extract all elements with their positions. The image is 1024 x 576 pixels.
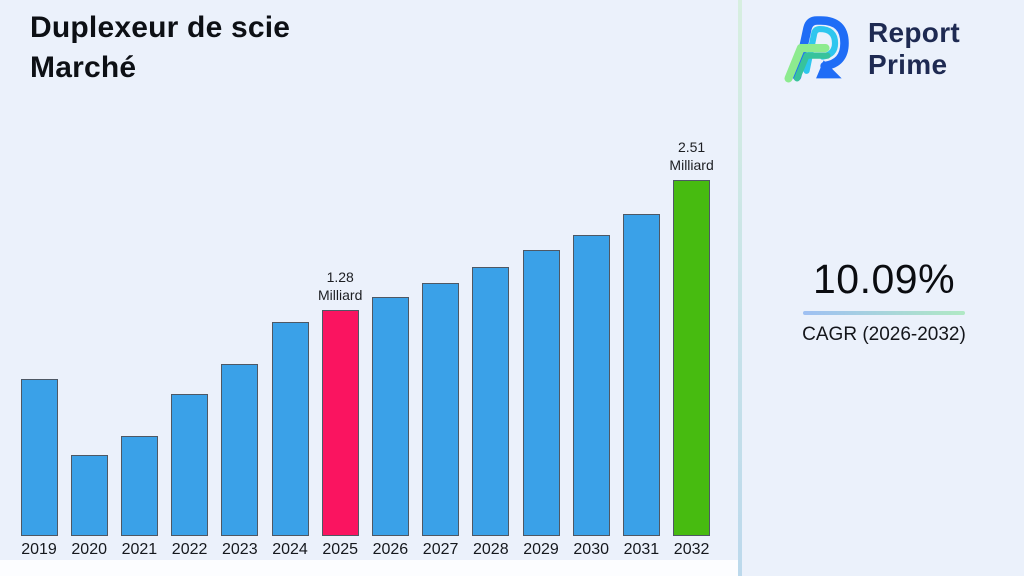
bar-2030: [572, 235, 610, 536]
page-title: Duplexeur de scie Marché: [30, 8, 290, 88]
year-label-2030: 2030: [573, 541, 609, 558]
chart-bottom-strip: [0, 560, 738, 576]
bar-2022: [171, 394, 209, 536]
bar-2023: [221, 364, 259, 536]
cagr-underline: [803, 311, 965, 315]
year-label-2019: 2019: [21, 541, 57, 558]
bar-2029: [522, 250, 560, 536]
year-label-2026: 2026: [372, 541, 409, 558]
year-label-2025: 2025: [322, 541, 358, 558]
page-title-line2: Marché: [30, 51, 137, 84]
cagr-panel: 10.09% CAGR (2026-2032): [764, 256, 1004, 346]
panel-divider: [738, 0, 742, 576]
bar-2026: [371, 297, 409, 536]
annotation-unit: Milliard: [318, 287, 363, 303]
brand-name-line2: Prime: [868, 49, 948, 80]
year-label-2028: 2028: [473, 541, 509, 558]
bar-2032: [673, 180, 711, 536]
report-prime-logo-icon: [784, 16, 849, 83]
bar-2031: [622, 214, 660, 536]
year-label-2022: 2022: [171, 541, 208, 558]
annotation-2025: 1.28 Milliard: [298, 268, 382, 304]
annotation-2032: 2.51 Milliard: [650, 138, 734, 174]
year-label-2021: 2021: [121, 541, 158, 558]
cagr-label: CAGR (2026-2032): [802, 324, 966, 345]
brand-logo: Report Prime: [780, 12, 960, 86]
bar-2025: [321, 310, 359, 536]
bar-2027: [422, 283, 460, 536]
year-label-2031: 2031: [623, 541, 660, 558]
bar-2020: [70, 455, 108, 536]
annotation-value: 1.28: [326, 269, 354, 285]
bar-2024: [271, 322, 309, 536]
year-label-2029: 2029: [523, 541, 559, 558]
year-label-2023: 2023: [222, 541, 258, 558]
year-label-2024: 2024: [272, 541, 308, 558]
cagr-value: 10.09%: [812, 256, 956, 302]
year-label-2032: 2032: [673, 541, 710, 558]
year-label-2020: 2020: [71, 541, 107, 558]
annotation-unit: Milliard: [669, 157, 714, 173]
annotation-value: 2.51: [677, 139, 706, 155]
bar-2021: [120, 436, 158, 536]
bar-2028: [472, 267, 510, 536]
bar-2019: [20, 379, 58, 536]
page-title-line1: Duplexeur de scie: [30, 11, 291, 44]
brand-name: Report Prime: [868, 17, 960, 81]
bar-chart: 2019 2020 2021 2022 2023 2024 2025 2026 2027 2028…: [20, 138, 734, 558]
brand-name-line1: Report: [868, 17, 961, 48]
year-label-2027: 2027: [422, 541, 459, 558]
